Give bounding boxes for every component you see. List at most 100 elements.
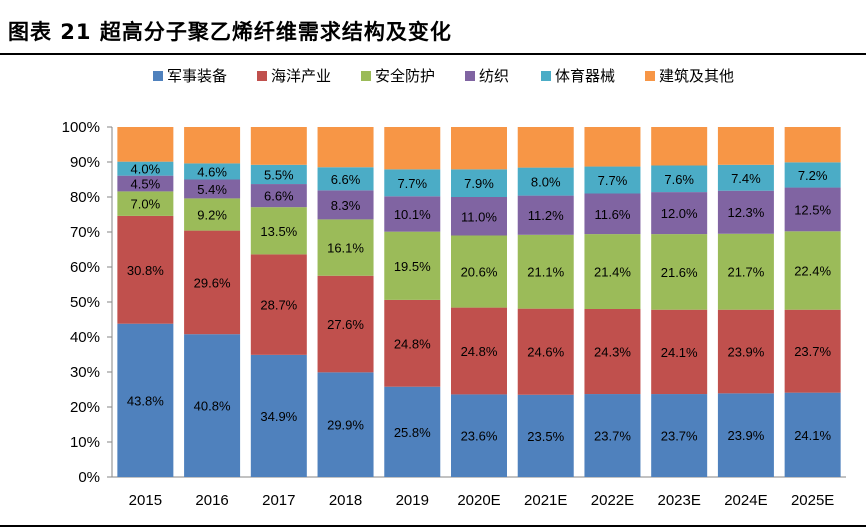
bar-segment xyxy=(451,235,507,308)
bar-segment xyxy=(651,165,708,193)
bar-segment xyxy=(250,207,307,255)
data-label: 24.6% xyxy=(527,345,564,360)
data-label: 4.5% xyxy=(131,177,161,192)
data-label: 4.6% xyxy=(197,164,227,179)
legend-label: 安全防护 xyxy=(375,67,435,85)
bar-segment xyxy=(451,307,507,395)
bar-segment xyxy=(184,179,241,199)
legend-label: 海洋产业 xyxy=(271,67,331,85)
data-label: 9.2% xyxy=(197,208,227,223)
x-tick-label-2020e: 2020E xyxy=(457,492,500,509)
bar-segment xyxy=(250,354,307,477)
bar-segment xyxy=(250,254,307,355)
bar-segment xyxy=(117,161,174,176)
data-label: 29.6% xyxy=(194,275,231,290)
bar-segment xyxy=(250,184,307,208)
bar-segment xyxy=(717,309,774,394)
data-label: 21.6% xyxy=(661,265,698,280)
data-label: 7.4% xyxy=(731,171,761,186)
bar-segment xyxy=(451,394,507,477)
data-label: 7.9% xyxy=(464,176,494,191)
data-label: 28.7% xyxy=(260,298,297,313)
legend-swatch xyxy=(541,71,551,81)
bar-segment xyxy=(584,166,641,194)
y-tick-label: 90% xyxy=(70,154,100,171)
bar-segment xyxy=(451,197,507,236)
data-label: 34.9% xyxy=(260,409,297,424)
data-label: 11.2% xyxy=(528,208,564,223)
bar-segment xyxy=(651,234,708,310)
data-label: 23.7% xyxy=(661,429,698,444)
legend-swatch xyxy=(361,71,371,81)
bar-segment xyxy=(184,198,241,231)
y-tick-label: 40% xyxy=(70,329,100,346)
data-label: 24.1% xyxy=(794,428,831,443)
bar-segment xyxy=(517,167,574,196)
data-label: 11.0% xyxy=(461,209,497,224)
bar-segment xyxy=(517,195,574,235)
data-label: 8.3% xyxy=(331,198,361,213)
data-label: 4.0% xyxy=(131,162,161,177)
data-label: 25.8% xyxy=(394,425,431,440)
bar-segment xyxy=(517,127,574,168)
data-label: 23.6% xyxy=(461,429,498,444)
bar-segment xyxy=(117,127,174,162)
legend-swatch xyxy=(465,71,475,81)
data-label: 24.1% xyxy=(661,345,698,360)
bar-segment xyxy=(117,323,174,477)
legend-swatch xyxy=(153,71,163,81)
data-label: 23.7% xyxy=(794,344,831,359)
data-label: 20.6% xyxy=(461,265,498,280)
bar-segment xyxy=(384,299,441,387)
data-label: 22.4% xyxy=(794,264,831,279)
bar-segment xyxy=(651,394,708,477)
bar-segment xyxy=(717,127,774,165)
legend-label: 体育器械 xyxy=(555,67,615,85)
bar-segment xyxy=(184,334,241,477)
bar-segment xyxy=(517,308,574,395)
bar-segment xyxy=(117,191,174,216)
bar-segment xyxy=(384,127,441,170)
bar-segment xyxy=(517,234,574,309)
data-label: 10.1% xyxy=(394,207,431,222)
y-tick-label: 20% xyxy=(70,399,100,416)
bar-segment xyxy=(317,219,374,276)
y-tick-label: 80% xyxy=(70,189,100,206)
data-label: 6.6% xyxy=(264,189,294,204)
bar-segment xyxy=(717,393,774,477)
bar-segment xyxy=(117,215,174,324)
bar-segment xyxy=(784,187,841,232)
bar-segment xyxy=(317,190,374,220)
chart-title: 图表 21 超高分子聚乙烯纤维需求结构及变化 xyxy=(8,20,452,44)
legend-label: 纺织 xyxy=(479,67,509,85)
bar-segment xyxy=(784,309,841,393)
bar-segment xyxy=(717,190,774,234)
bar-segment xyxy=(184,163,241,180)
bar-segment xyxy=(384,169,441,197)
bar-segment xyxy=(317,372,374,477)
x-tick-label-2021e: 2021E xyxy=(524,492,567,509)
bar-segment xyxy=(651,192,708,235)
data-label: 27.6% xyxy=(327,317,364,332)
bar-segment xyxy=(717,233,774,310)
x-tick-label-2023e: 2023E xyxy=(657,492,700,509)
data-label: 12.0% xyxy=(661,206,698,221)
legend-label: 军事装备 xyxy=(167,67,227,85)
y-tick-label: 60% xyxy=(70,259,100,276)
y-tick-label: 70% xyxy=(70,224,100,241)
legend-swatch xyxy=(257,71,267,81)
bar-segment xyxy=(584,127,641,167)
bar-segment xyxy=(717,164,774,191)
data-label: 23.5% xyxy=(527,429,564,444)
bar-segment xyxy=(384,196,441,232)
bar-segment xyxy=(184,127,241,164)
data-label: 23.7% xyxy=(594,429,631,444)
bar-segment xyxy=(317,275,374,373)
data-label: 24.8% xyxy=(461,344,498,359)
x-tick-label-2018: 2018 xyxy=(329,492,362,509)
legend-label: 建筑及其他 xyxy=(659,67,734,85)
data-label: 11.6% xyxy=(595,207,631,222)
data-label: 13.5% xyxy=(260,224,297,239)
data-label: 24.3% xyxy=(594,345,631,360)
